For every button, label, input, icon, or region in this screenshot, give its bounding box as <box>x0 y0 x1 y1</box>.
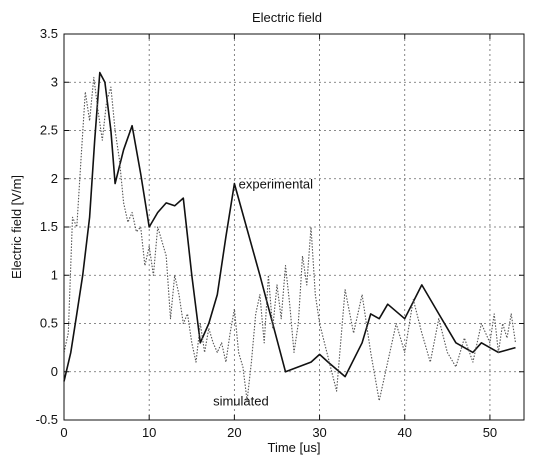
y-axis-title: Electric field [V/m] <box>9 175 24 279</box>
y-tick-label: 2.5 <box>40 123 58 138</box>
y-tick-label: 0 <box>51 364 58 379</box>
x-tick-label: 0 <box>60 425 67 440</box>
chart-title: Electric field <box>252 10 322 25</box>
x-axis-title: Time [us] <box>268 440 321 455</box>
y-tick-label: 1.5 <box>40 219 58 234</box>
experimental-series-line <box>63 71 516 382</box>
y-tick-label: 0.5 <box>40 316 58 331</box>
annotations: experimental simulated <box>213 176 313 408</box>
y-tick-label: 3 <box>51 74 58 89</box>
y-tick-label: 1 <box>51 267 58 282</box>
x-tick-label: 40 <box>398 425 412 440</box>
grid-lines <box>64 34 524 420</box>
x-tick-label: 30 <box>312 425 326 440</box>
annotation-simulated: simulated <box>213 394 269 409</box>
annotation-experimental: experimental <box>239 176 314 191</box>
x-tick-label: 20 <box>227 425 241 440</box>
simulated-series-line <box>63 76 517 402</box>
series-layer <box>63 71 517 402</box>
x-tick-label: 50 <box>483 425 497 440</box>
y-tick-label: 3.5 <box>40 26 58 41</box>
y-tick-label: -0.5 <box>36 412 58 427</box>
y-tick-label: 2 <box>51 171 58 186</box>
x-tick-label: 10 <box>142 425 156 440</box>
axis-ticks: 0 10 20 30 40 50-0.500.511.522.533.5 <box>36 26 524 440</box>
